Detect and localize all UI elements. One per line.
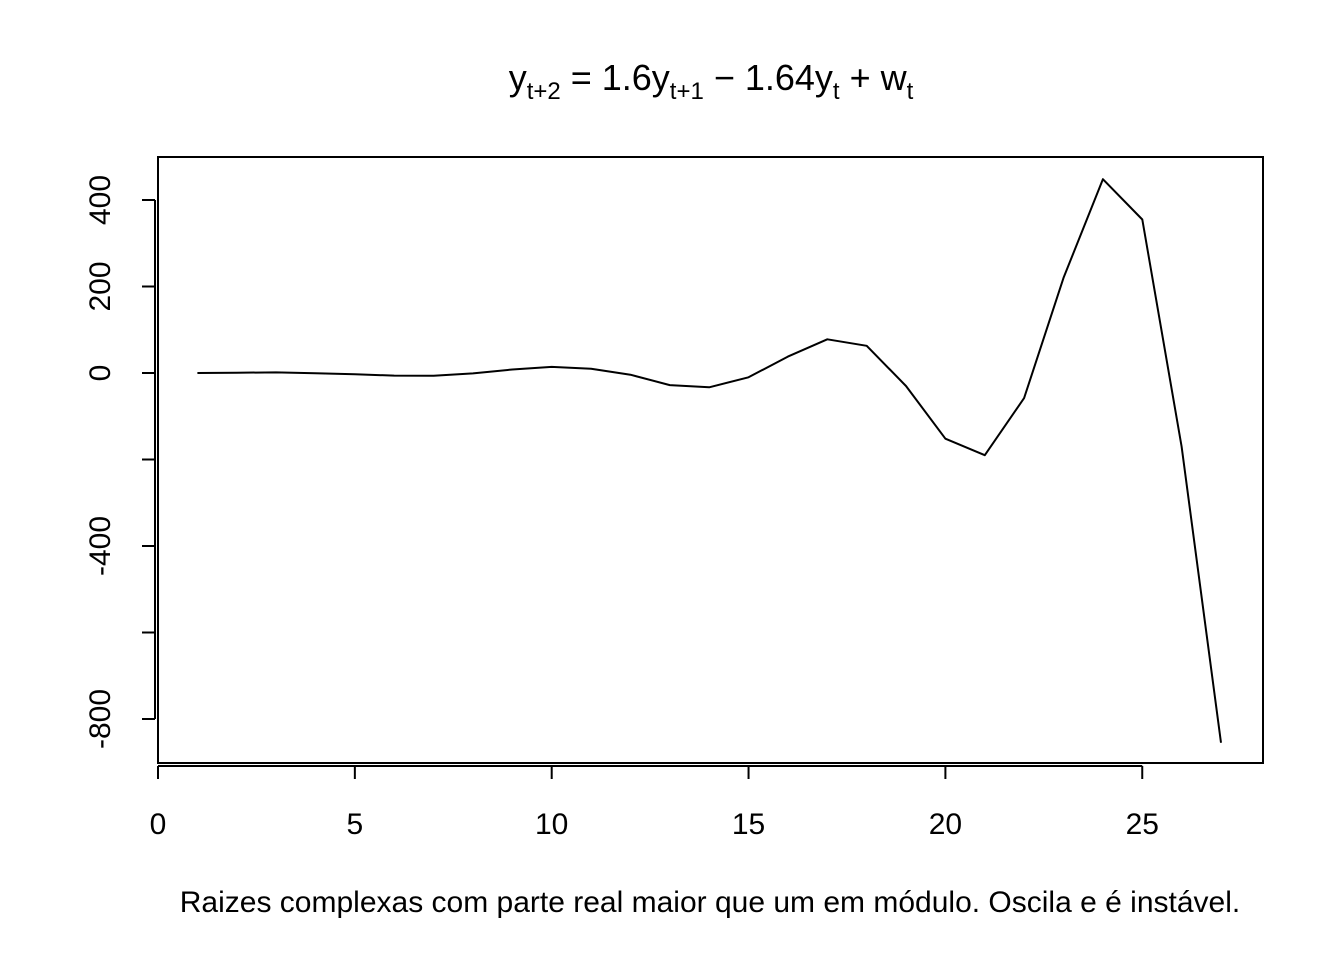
series-group [197, 178, 1222, 743]
x-axis: 0 5 10 15 20 25 [150, 765, 1159, 841]
y-tick-label: -400 [84, 516, 117, 576]
x-tick-label: 25 [1126, 808, 1159, 841]
title-minus: − 1.64y [704, 57, 833, 98]
title-eq: = 1.6y [561, 57, 670, 98]
x-tick-label: 20 [929, 808, 962, 841]
title-sub-t2: t+2 [527, 78, 561, 105]
title-sub-t-w: t [907, 78, 914, 105]
x-axis-label: Raizes complexas com parte real maior qu… [180, 886, 1240, 919]
chart-title: yt+2 = 1.6yt+1 − 1.64yt + wt [509, 57, 914, 105]
x-tick-label: 0 [150, 808, 167, 841]
series-line [197, 178, 1222, 743]
x-tick-label: 10 [535, 808, 568, 841]
title-plus: + w [840, 57, 908, 98]
y-tick-label: -800 [84, 689, 117, 749]
x-tick-label: 5 [347, 808, 364, 841]
title-sub-t1: t+1 [670, 78, 704, 105]
title-sub-t: t [833, 78, 840, 105]
title-y: y [509, 57, 527, 98]
y-tick-label: 200 [84, 261, 117, 311]
y-tick-label: 0 [84, 365, 117, 382]
x-tick-label: 15 [732, 808, 765, 841]
y-axis: -800 -400 0 200 400 [84, 175, 156, 749]
y-tick-label: 400 [84, 175, 117, 225]
plot-frame [157, 156, 1264, 764]
